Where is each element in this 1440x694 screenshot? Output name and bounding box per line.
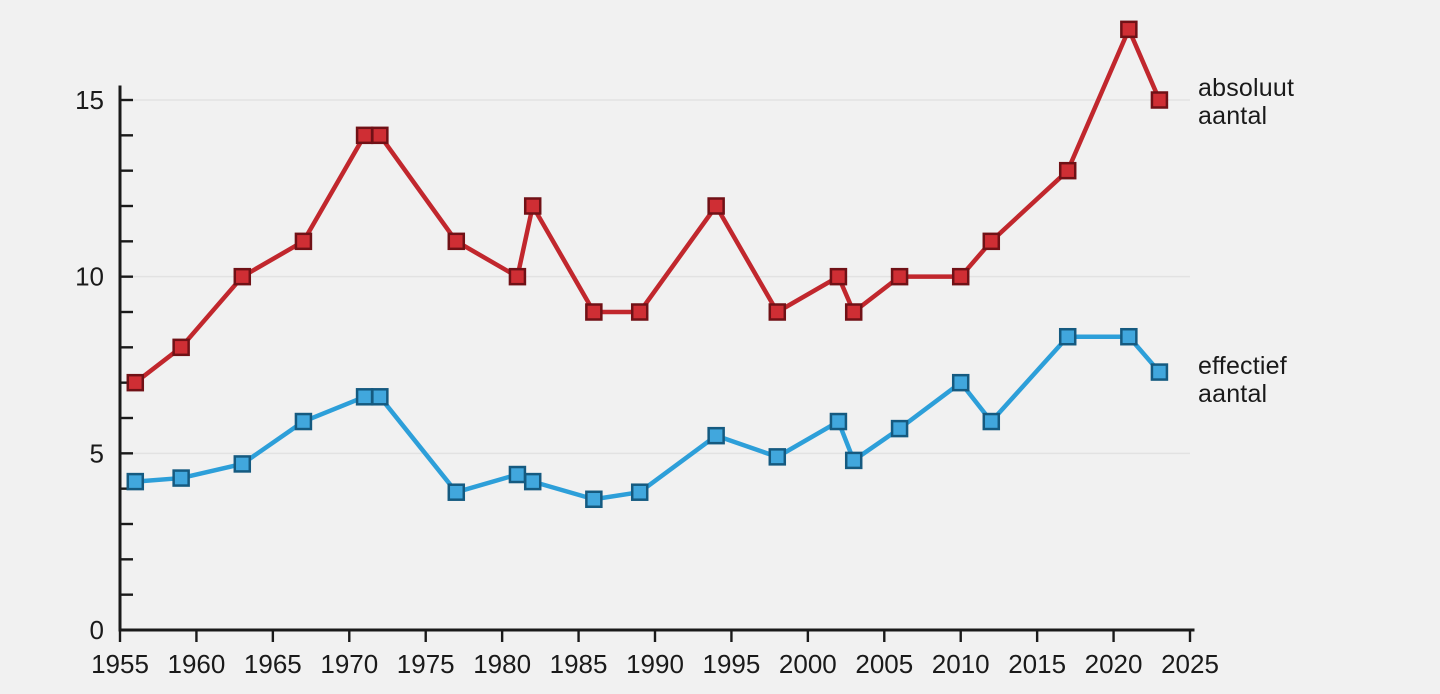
gridlines (120, 99, 1190, 455)
svg-text:10: 10 (75, 262, 104, 292)
svg-text:1990: 1990 (626, 649, 684, 679)
svg-text:1960: 1960 (168, 649, 226, 679)
svg-text:1970: 1970 (320, 649, 378, 679)
series-label-absoluut-aantal: absoluut aantal (1198, 74, 1295, 131)
series-label-effectief-aantal: effectief aantal (1198, 352, 1287, 409)
axes (118, 85, 1195, 632)
series-effectief-aantal (126, 327, 1169, 509)
svg-text:1980: 1980 (473, 649, 531, 679)
svg-text:2005: 2005 (855, 649, 913, 679)
svg-text:2020: 2020 (1085, 649, 1143, 679)
svg-text:1975: 1975 (397, 649, 455, 679)
tick-labels: 0 5 10 15 1955 1960 1965 1970 1975 1980 1985 1990 19… (75, 85, 1219, 679)
axis-ticks (118, 98, 1192, 642)
svg-text:2000: 2000 (779, 649, 837, 679)
svg-text:0: 0 (90, 615, 104, 645)
svg-text:2015: 2015 (1008, 649, 1066, 679)
svg-text:2010: 2010 (932, 649, 990, 679)
svg-text:15: 15 (75, 85, 104, 115)
series-absoluut-aantal (126, 20, 1169, 392)
svg-text:2025: 2025 (1161, 649, 1219, 679)
svg-text:5: 5 (90, 438, 104, 468)
svg-text:1995: 1995 (703, 649, 761, 679)
svg-text:1985: 1985 (550, 649, 608, 679)
svg-text:1955: 1955 (91, 649, 149, 679)
svg-text:1965: 1965 (244, 649, 302, 679)
